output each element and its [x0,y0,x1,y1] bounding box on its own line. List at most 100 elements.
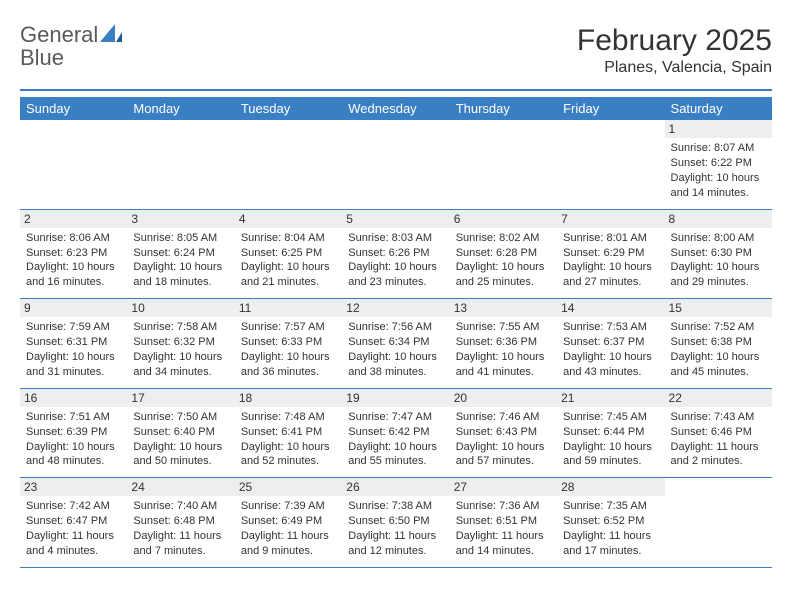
day-sunrise: Sunrise: 7:53 AM [563,320,658,335]
day-number: 10 [127,299,234,317]
day-sunrise: Sunrise: 8:07 AM [671,141,766,156]
day-daylight: Daylight: 10 hours and 34 minutes. [133,350,228,380]
day-sunset: Sunset: 6:39 PM [26,425,121,440]
day-sunset: Sunset: 6:40 PM [133,425,228,440]
day-sunrise: Sunrise: 8:02 AM [456,231,551,246]
weekday-header-row: SundayMondayTuesdayWednesdayThursdayFrid… [20,97,772,120]
weekday-header: Thursday [450,97,557,120]
day-sunset: Sunset: 6:25 PM [241,246,336,261]
day-daylight: Daylight: 10 hours and 41 minutes. [456,350,551,380]
day-number: 9 [20,299,127,317]
title-block: February 2025 Planes, Valencia, Spain [577,24,772,77]
day-daylight: Daylight: 10 hours and 55 minutes. [348,440,443,470]
day-sunrise: Sunrise: 7:36 AM [456,499,551,514]
day-daylight: Daylight: 10 hours and 45 minutes. [671,350,766,380]
day-sunrise: Sunrise: 7:48 AM [241,410,336,425]
day-daylight: Daylight: 10 hours and 25 minutes. [456,260,551,290]
day-number: 1 [665,120,772,138]
day-daylight: Daylight: 10 hours and 14 minutes. [671,171,766,201]
day-daylight: Daylight: 10 hours and 21 minutes. [241,260,336,290]
day-sunset: Sunset: 6:51 PM [456,514,551,529]
day-sunset: Sunset: 6:47 PM [26,514,121,529]
week-row: 1Sunrise: 8:07 AMSunset: 6:22 PMDaylight… [20,120,772,210]
day-sunset: Sunset: 6:49 PM [241,514,336,529]
day-number: 26 [342,478,449,496]
day-number: 8 [665,210,772,228]
day-cell [342,120,449,209]
day-sunset: Sunset: 6:42 PM [348,425,443,440]
day-daylight: Daylight: 10 hours and 52 minutes. [241,440,336,470]
day-sunrise: Sunrise: 8:03 AM [348,231,443,246]
day-daylight: Daylight: 11 hours and 2 minutes. [671,440,766,470]
day-cell: 28Sunrise: 7:35 AMSunset: 6:52 PMDayligh… [557,478,664,567]
logo-word-1: General [20,22,98,47]
day-number: 23 [20,478,127,496]
day-sunset: Sunset: 6:28 PM [456,246,551,261]
logo-word-2: Blue [20,45,64,70]
day-cell: 3 Sunrise: 8:05 AMSunset: 6:24 PMDaylight… [127,210,234,299]
day-cell: 15Sunrise: 7:52 AMSunset: 6:38 PMDayligh… [665,299,772,388]
day-daylight: Daylight: 10 hours and 18 minutes. [133,260,228,290]
day-number: 19 [342,389,449,407]
day-cell: 24Sunrise: 7:40 AMSunset: 6:48 PMDayligh… [127,478,234,567]
day-cell: 4 Sunrise: 8:04 AMSunset: 6:25 PMDaylight… [235,210,342,299]
day-number: 6 [450,210,557,228]
day-number: 24 [127,478,234,496]
day-cell: 2Sunrise: 8:06 AMSunset: 6:23 PMDaylight… [20,210,127,299]
day-cell: 7Sunrise: 8:01 AMSunset: 6:29 PMDaylight… [557,210,664,299]
day-sunset: Sunset: 6:34 PM [348,335,443,350]
day-cell [450,120,557,209]
day-daylight: Daylight: 10 hours and 50 minutes. [133,440,228,470]
page-subtitle: Planes, Valencia, Spain [577,59,772,77]
day-daylight: Daylight: 10 hours and 31 minutes. [26,350,121,380]
day-cell: 11Sunrise: 7:57 AMSunset: 6:33 PMDayligh… [235,299,342,388]
day-sunrise: Sunrise: 7:38 AM [348,499,443,514]
day-cell: 14Sunrise: 7:53 AMSunset: 6:37 PMDayligh… [557,299,664,388]
day-sunrise: Sunrise: 7:42 AM [26,499,121,514]
day-sunset: Sunset: 6:48 PM [133,514,228,529]
day-cell: 10Sunrise: 7:58 AMSunset: 6:32 PMDayligh… [127,299,234,388]
week-row: 23 Sunrise: 7:42 AMSunset: 6:47 PM Dayligh… [20,478,772,568]
day-number: 14 [557,299,664,317]
day-sunrise: Sunrise: 8:01 AM [563,231,658,246]
day-daylight: Daylight: 11 hours and 12 minutes. [348,529,443,559]
day-daylight: Daylight: 11 hours and 9 minutes. [241,529,336,559]
day-sunset: Sunset: 6:24 PM [133,246,228,261]
day-daylight: Daylight: 10 hours and 48 minutes. [26,440,121,470]
day-daylight: Daylight: 10 hours and 57 minutes. [456,440,551,470]
weekday-header: Wednesday [342,97,449,120]
day-number: 21 [557,389,664,407]
day-number: 4 [235,210,342,228]
day-cell: 9Sunrise: 7:59 AMSunset: 6:31 PMDaylight… [20,299,127,388]
day-daylight: Daylight: 10 hours and 36 minutes. [241,350,336,380]
day-sunrise: Sunrise: 8:05 AM [133,231,228,246]
day-number: 11 [235,299,342,317]
day-daylight: Daylight: 11 hours and 7 minutes. [133,529,228,559]
day-sunrise: Sunrise: 7:52 AM [671,320,766,335]
day-cell: 19Sunrise: 7:47 AMSunset: 6:42 PMDayligh… [342,389,449,478]
day-daylight: Daylight: 10 hours and 59 minutes. [563,440,658,470]
day-daylight: Daylight: 10 hours and 38 minutes. [348,350,443,380]
day-cell: 12 Sunrise: 7:56 AMSunset: 6:34 PMDayligh… [342,299,449,388]
weekday-header: Saturday [665,97,772,120]
week-row: 9Sunrise: 7:59 AMSunset: 6:31 PMDaylight… [20,299,772,389]
header-rule [20,89,772,91]
day-sunrise: Sunrise: 7:56 AM [348,320,443,335]
day-sunrise: Sunrise: 8:04 AM [241,231,336,246]
day-sunrise: Sunrise: 7:51 AM [26,410,121,425]
header: General Blue February 2025 Planes, Valen… [20,24,772,77]
day-sunrise: Sunrise: 7:59 AM [26,320,121,335]
day-number: 12 [342,299,449,317]
day-sunset: Sunset: 6:43 PM [456,425,551,440]
page-title: February 2025 [577,24,772,57]
day-cell: 13Sunrise: 7:55 AMSunset: 6:36 PMDayligh… [450,299,557,388]
day-number: 2 [20,210,127,228]
day-number: 3 [127,210,234,228]
day-sunset: Sunset: 6:50 PM [348,514,443,529]
day-sunset: Sunset: 6:33 PM [241,335,336,350]
day-sunset: Sunset: 6:30 PM [671,246,766,261]
day-sunset: Sunset: 6:52 PM [563,514,658,529]
day-number: 13 [450,299,557,317]
day-cell [665,478,772,567]
day-number: 25 [235,478,342,496]
